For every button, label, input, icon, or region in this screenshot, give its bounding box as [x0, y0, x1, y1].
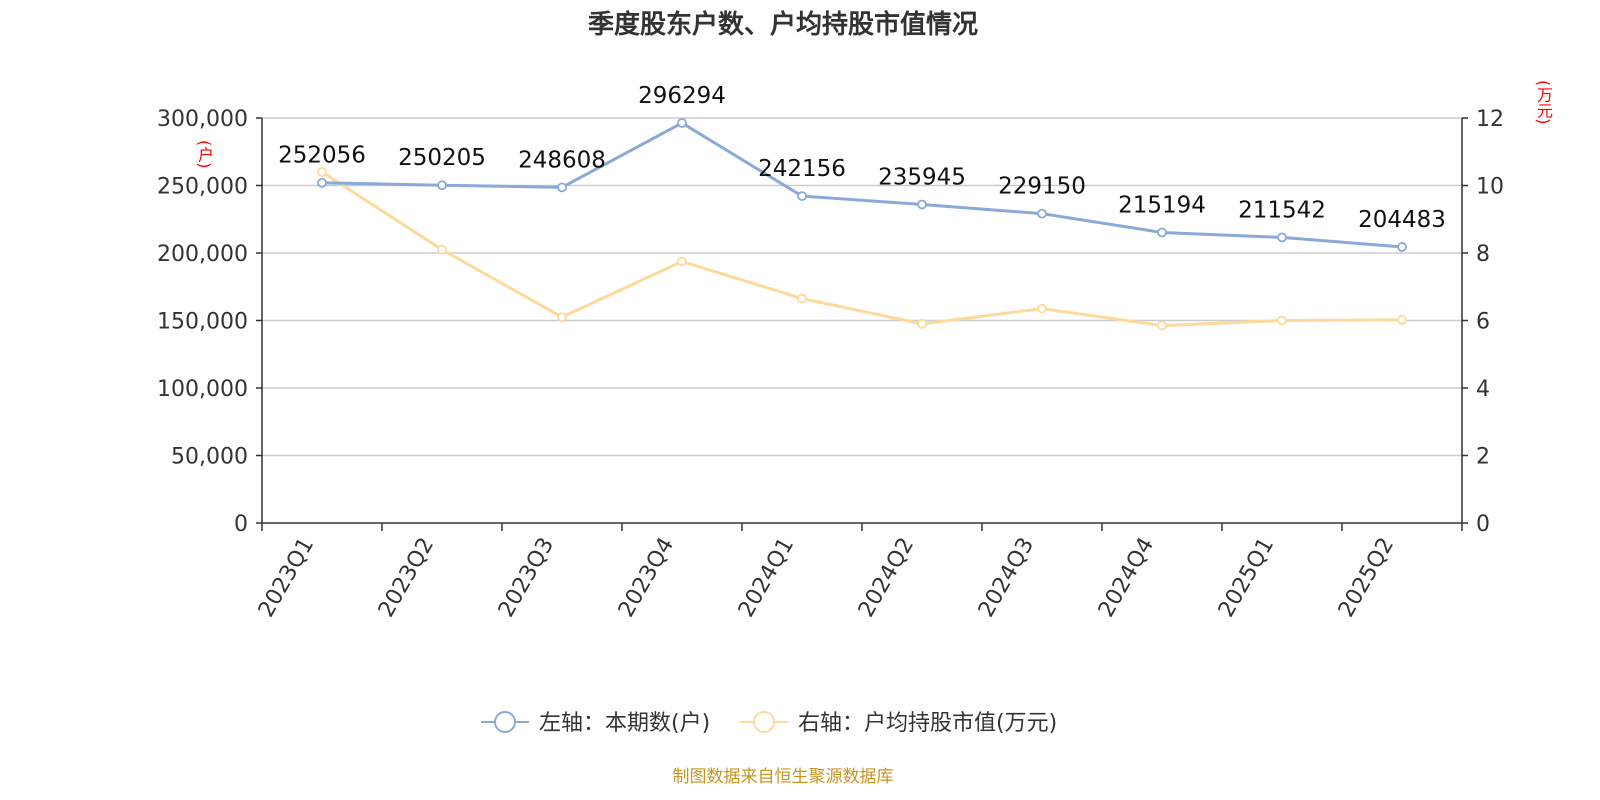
market-value-point	[437, 244, 447, 255]
x-axis-tick-label: 2023Q1	[254, 534, 319, 622]
market-value-point	[797, 293, 807, 304]
series-line-holders	[321, 121, 1403, 249]
left-axis-tick-label: 50,000	[171, 445, 248, 470]
holders-point	[677, 118, 687, 128]
holders-point	[917, 199, 927, 210]
left-axis-tick-label: 200,000	[157, 242, 248, 267]
market-value-point	[1157, 320, 1167, 331]
legend-item-market-value[interactable]: 右轴：户均持股市值(万元)	[740, 711, 1057, 736]
x-axis-tick-label: 2024Q1	[734, 534, 799, 622]
right-axis-tick-label: 2	[1476, 445, 1490, 470]
right-axis-tick-label: 0	[1476, 512, 1490, 537]
holders-data-label: 252056	[278, 143, 366, 169]
holders-point	[1397, 242, 1407, 252]
data-labels: 252056 250205 248608 296294 242156 235945 2291…	[278, 83, 1446, 233]
market-value-point	[917, 318, 927, 329]
holders-point	[317, 177, 327, 188]
right-axis-tick-label: 4	[1476, 377, 1490, 402]
holders-point	[1157, 227, 1167, 238]
holders-data-label: 250205	[398, 145, 486, 171]
grid-lines	[262, 117, 1462, 457]
market-value-point	[1397, 314, 1407, 325]
legend-marker	[753, 711, 775, 733]
holders-data-label: 248608	[518, 147, 606, 173]
holders-point	[557, 182, 567, 193]
x-axis-tick-label: 2023Q2	[374, 534, 439, 622]
holders-point	[1277, 232, 1287, 243]
right-axis-tick-label: 8	[1476, 242, 1490, 267]
right-axis-tick-label: 10	[1476, 175, 1504, 200]
legend-label: 右轴：户均持股市值(万元)	[798, 711, 1057, 736]
x-axis-tick-label: 2023Q3	[494, 534, 559, 622]
left-axis-tick-label: 100,000	[157, 377, 248, 402]
market-value-point	[317, 167, 327, 177]
x-axis-tick-label: 2024Q3	[974, 534, 1039, 622]
right-axis-tick-label: 6	[1476, 310, 1490, 335]
legend[interactable]: 左轴：本期数(户) 右轴：户均持股市值(万元)	[481, 711, 1057, 736]
market-value-point	[557, 312, 567, 323]
legend-item-holders[interactable]: 左轴：本期数(户)	[481, 711, 710, 736]
holders-data-label: 229150	[998, 174, 1086, 200]
series-lines	[321, 121, 1403, 328]
x-axis-tick-label: 2024Q2	[854, 534, 919, 622]
left-axis-tick-label: 150,000	[157, 310, 248, 335]
legend-label: 左轴：本期数(户)	[539, 711, 710, 736]
left-axis-unit: (户)	[195, 140, 214, 169]
series-points	[317, 118, 1407, 331]
holders-data-label: 204483	[1358, 207, 1446, 233]
holders-point	[437, 180, 447, 191]
x-axis-tick-label: 2023Q4	[614, 534, 679, 622]
left-axis-tick-label: 300,000	[157, 107, 248, 132]
market-value-point	[1037, 303, 1047, 314]
holders-data-label: 296294	[638, 83, 726, 109]
x-axis-tick-label: 2025Q1	[1214, 534, 1279, 622]
holders-data-label: 242156	[758, 156, 846, 182]
holders-data-label: 235945	[878, 164, 966, 190]
holders-data-label: 215194	[1118, 192, 1206, 218]
holders-data-label: 211542	[1238, 197, 1326, 223]
market-value-point	[1277, 315, 1287, 326]
series-line-market-value	[321, 170, 1403, 328]
x-axis-tick-label: 2025Q2	[1334, 534, 1399, 622]
right-axis-unit: (万元)	[1534, 80, 1553, 125]
right-axis-tick-label: 12	[1476, 107, 1504, 132]
holders-point	[1037, 208, 1047, 219]
chart-canvas: 0 0 50,000 2 100,000 4 150,000 6 200,000 8 250,000…	[157, 83, 1504, 736]
source-note: 制图数据来自恒生聚源数据库	[672, 767, 894, 787]
x-axis-tick-label: 2024Q4	[1094, 534, 1159, 622]
market-value-point	[677, 256, 687, 267]
chart-title: 季度股东户数、户均持股市值情况	[587, 10, 978, 40]
left-axis-tick-label: 250,000	[157, 175, 248, 200]
legend-marker	[494, 711, 516, 733]
left-axis-tick-label: 0	[234, 512, 248, 537]
holders-point	[797, 191, 807, 201]
